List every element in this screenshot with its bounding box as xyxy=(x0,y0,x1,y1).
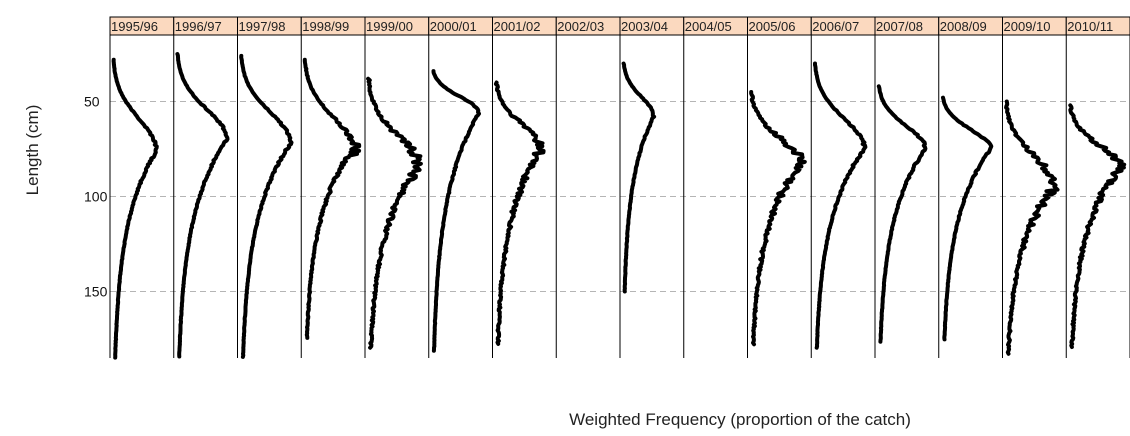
frequency-curve xyxy=(1068,103,1127,349)
frequency-curve xyxy=(366,76,423,350)
panel-1999-00 xyxy=(364,17,423,358)
season-label: 2004/05 xyxy=(685,19,732,34)
panel-2009-10 xyxy=(1002,17,1060,358)
y-tick-label-50: 50 xyxy=(84,94,100,110)
panel-2010-11 xyxy=(1065,17,1127,358)
panel-1997-98 xyxy=(237,17,294,359)
season-label: 2006/07 xyxy=(812,19,859,34)
panel-2001-02 xyxy=(492,17,546,358)
panel-1996-97 xyxy=(173,17,230,359)
panel-2006-07 xyxy=(810,17,868,358)
panel-2007-08 xyxy=(874,17,928,358)
panel-2008-09 xyxy=(938,17,994,358)
y-tick-label-150: 150 xyxy=(84,284,108,300)
frequency-curve xyxy=(175,52,230,359)
panel-2000-01 xyxy=(428,17,481,358)
panel-1998-99 xyxy=(300,17,362,358)
season-label: 1995/96 xyxy=(111,19,158,34)
season-label: 1998/99 xyxy=(302,19,349,34)
season-label: 1997/98 xyxy=(239,19,286,34)
season-label: 1996/97 xyxy=(175,19,222,34)
season-label: 2003/04 xyxy=(621,19,668,34)
season-label: 1999/00 xyxy=(366,19,413,34)
panel-2003-04 xyxy=(619,17,657,358)
season-label: 2000/01 xyxy=(430,19,477,34)
frequency-curve xyxy=(239,53,294,359)
panel-1995-96 xyxy=(109,17,159,360)
y-axis-label: Length (cm) xyxy=(23,105,42,196)
season-label: 2002/03 xyxy=(557,19,604,34)
season-strips: 1995/96 1996/97 1997/98 1998/99 1999/00 2000/… xyxy=(109,16,1130,36)
season-label: 2001/02 xyxy=(494,19,541,34)
frequency-curve xyxy=(111,57,159,360)
frequency-curve xyxy=(1004,99,1060,356)
y-tick-label-100: 100 xyxy=(84,189,108,205)
frequency-curve xyxy=(302,57,362,340)
season-strip xyxy=(1065,16,1130,36)
panels xyxy=(109,17,1130,360)
frequency-curve xyxy=(621,61,657,294)
season-label: 2009/10 xyxy=(1004,19,1051,34)
season-label: 2007/08 xyxy=(876,19,923,34)
season-label: 2010/11 xyxy=(1067,19,1113,34)
frequency-curve xyxy=(876,84,928,344)
x-axis-label: Weighted Frequency (proportion of the ca… xyxy=(569,410,911,429)
season-label: 2008/09 xyxy=(940,19,987,34)
frequency-curve xyxy=(493,80,546,346)
frequency-curve xyxy=(749,90,807,347)
season-label: 2005/06 xyxy=(749,19,796,34)
frequency-curve xyxy=(431,69,481,353)
y-axis-ticks: 50 100 150 xyxy=(84,94,108,300)
panel-2005-06 xyxy=(747,17,807,358)
frequency-curve xyxy=(941,95,994,342)
frequency-curve xyxy=(813,61,868,350)
